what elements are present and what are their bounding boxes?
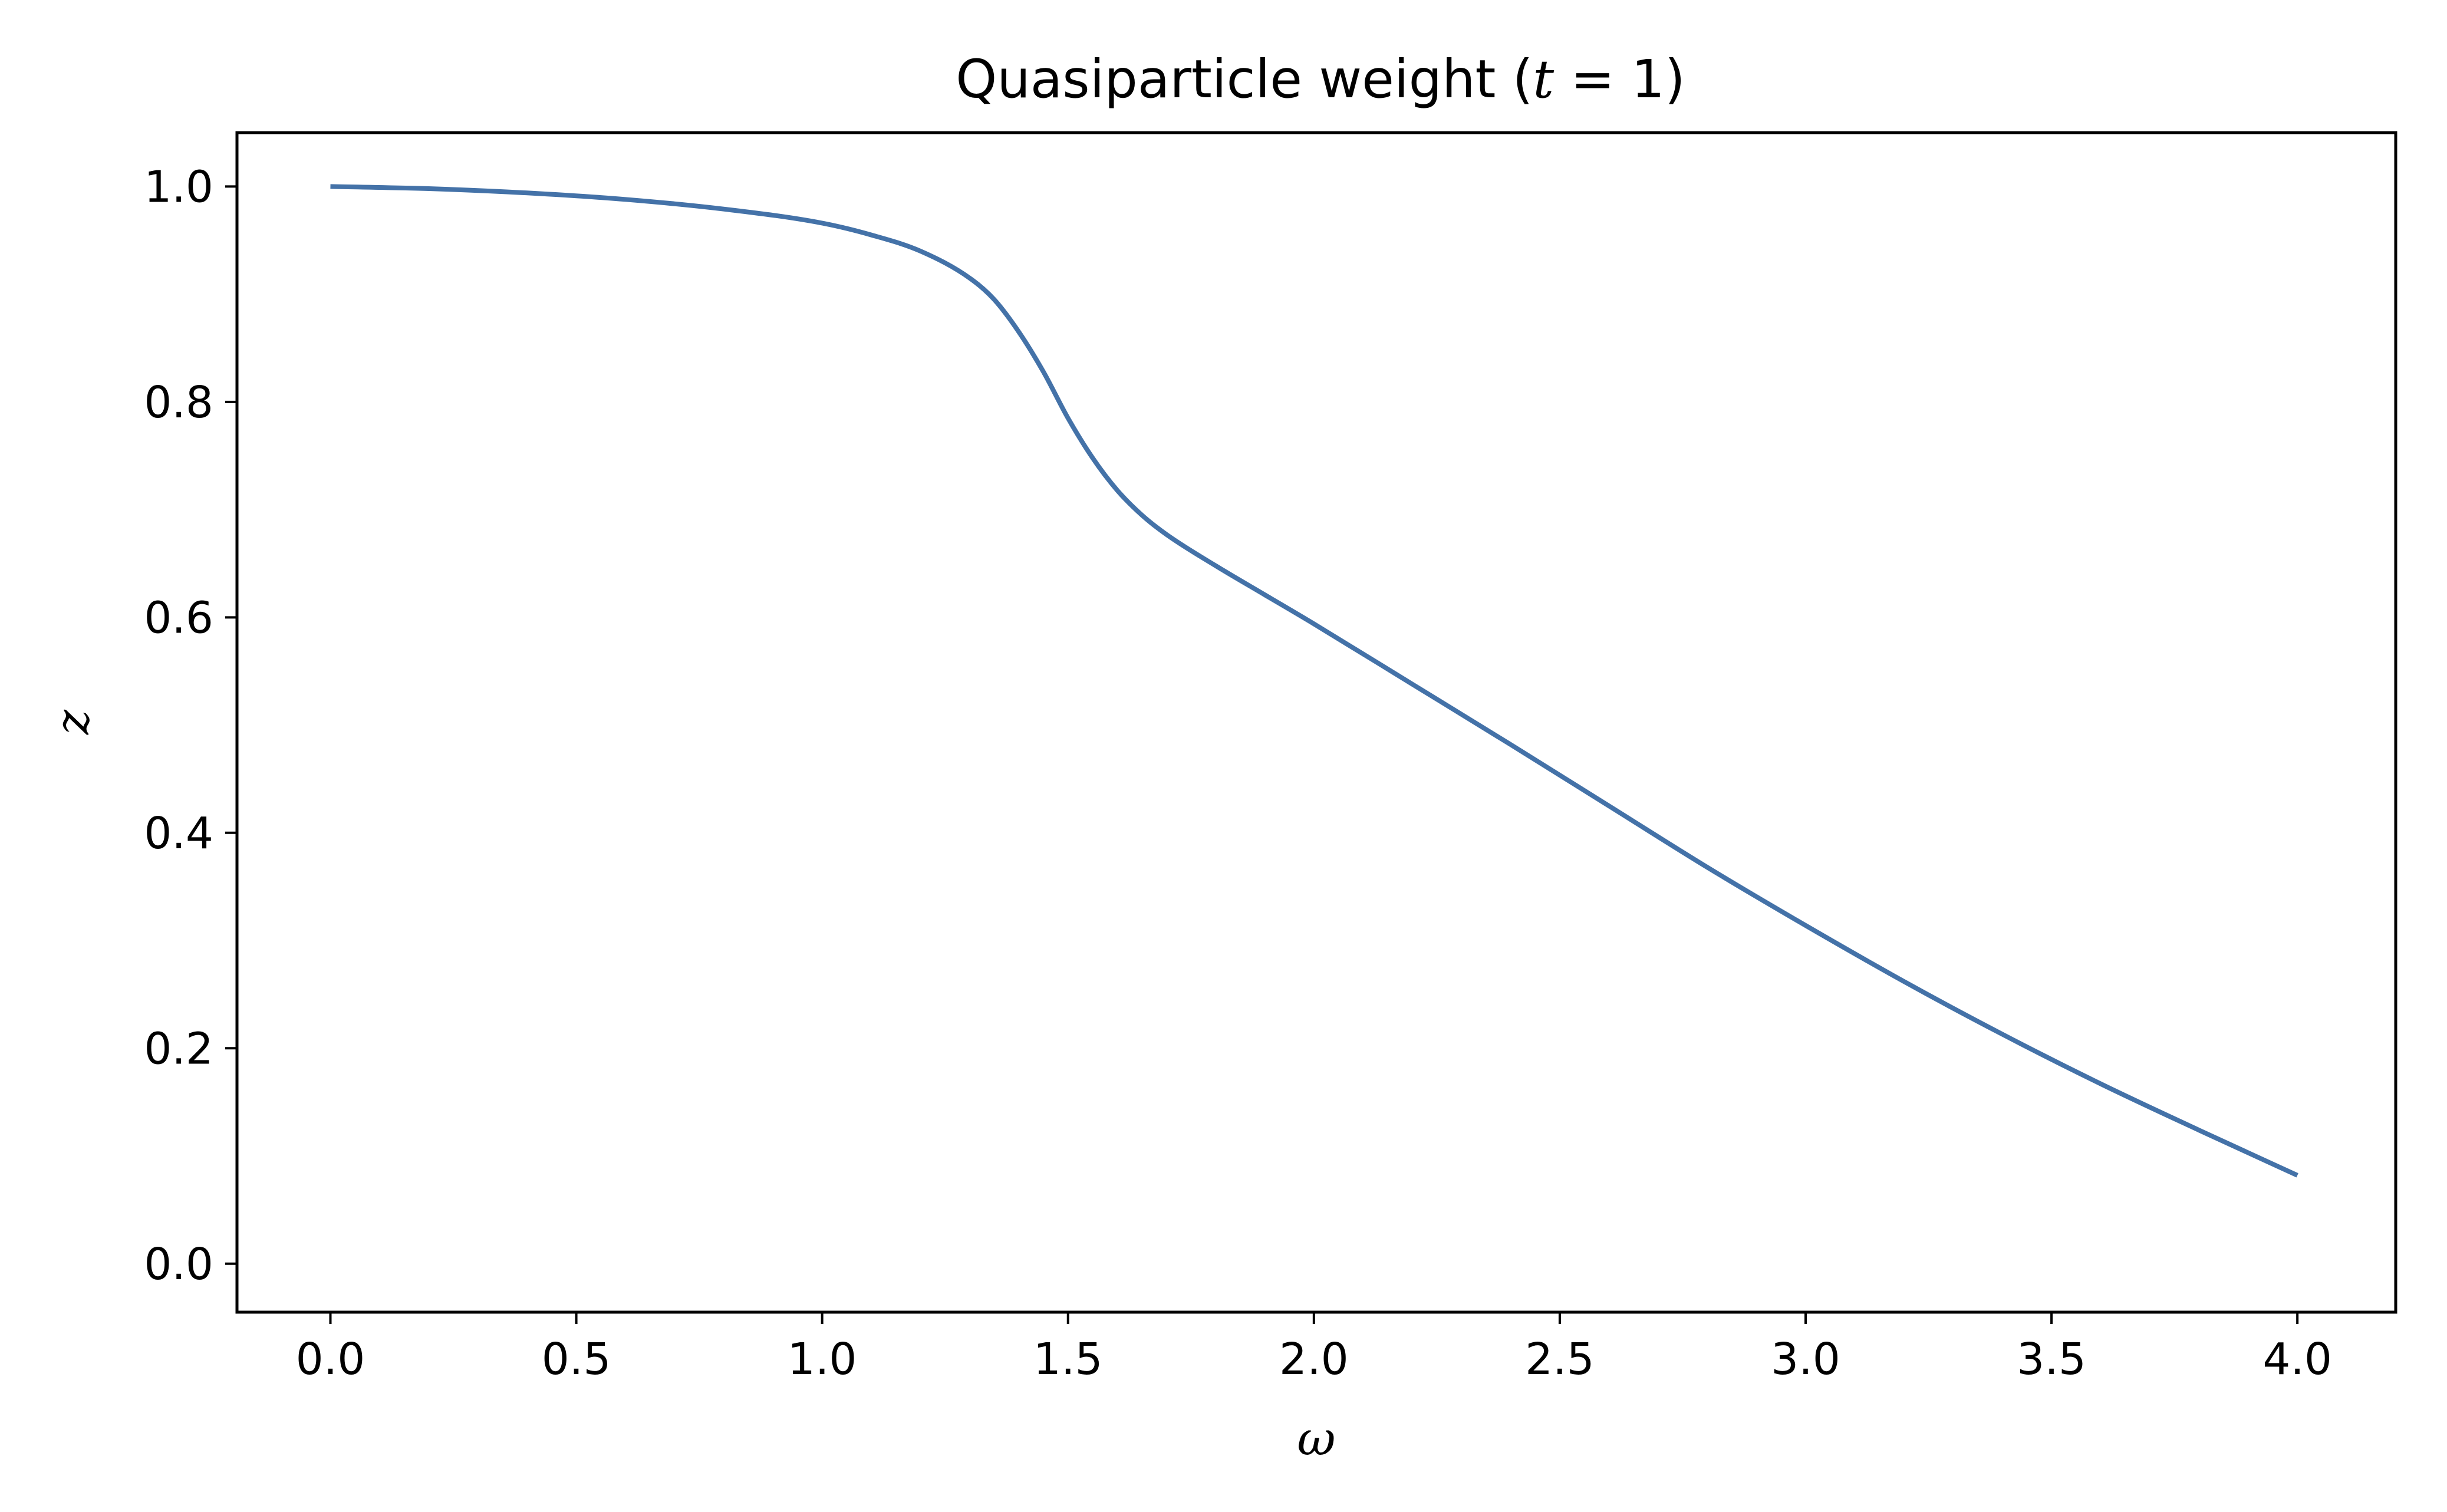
x-tick-label: 4.0 <box>2262 1334 2332 1385</box>
y-tick-label: 0.6 <box>144 592 213 643</box>
y-tick-label: 0.8 <box>144 377 213 428</box>
x-tick-label: 0.5 <box>542 1334 611 1385</box>
x-tick-label: 2.5 <box>1525 1334 1595 1385</box>
chart-title-suffix: ) <box>1665 48 1685 110</box>
chart-title-math-var: t <box>1533 48 1554 110</box>
x-tick-label: 3.0 <box>1771 1334 1840 1385</box>
x-tick-label: 2.0 <box>1279 1334 1349 1385</box>
y-tick-label: 0.2 <box>144 1023 213 1074</box>
x-axis-label: ω <box>1297 1411 1335 1466</box>
x-tick-label: 1.5 <box>1033 1334 1103 1385</box>
chart-title: Quasiparticle weight (t = 1) <box>956 48 1685 110</box>
series-line <box>330 184 2298 1178</box>
plot-area <box>330 184 2298 1178</box>
y-tick-label: 1.0 <box>144 162 213 212</box>
y-axis: 0.0 0.2 0.4 0.6 0.8 1.0 <box>144 162 237 1290</box>
x-tick-label: 0.0 <box>296 1334 365 1385</box>
axes-frame <box>235 131 2397 1314</box>
y-tick-label: 0.0 <box>144 1239 213 1290</box>
x-axis: 0.0 0.5 1.0 1.5 2.0 2.5 3.0 3.5 4.0 <box>296 1312 2332 1385</box>
x-tick-label: 1.0 <box>788 1334 857 1385</box>
chart-title-math-rest: = 1 <box>1554 48 1665 110</box>
y-axis-label: z <box>45 709 100 735</box>
x-tick-label: 3.5 <box>2017 1334 2086 1385</box>
y-tick-label: 0.4 <box>144 808 213 859</box>
chart-title-prefix: Quasiparticle weight ( <box>956 48 1533 110</box>
